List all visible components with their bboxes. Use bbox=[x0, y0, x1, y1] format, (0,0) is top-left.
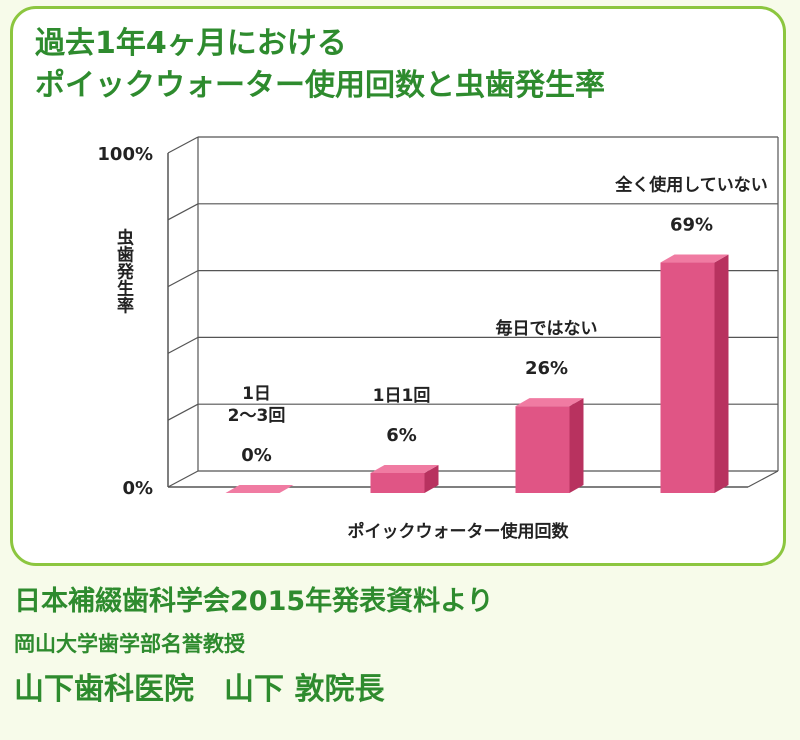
category-label: 1日 bbox=[242, 384, 271, 404]
chart-panel: 過去1年4ヶ月における ポイックウォーター使用回数と虫歯発生率 0% 100% 虫歯… bbox=[10, 6, 786, 566]
data-label: 69% bbox=[670, 215, 713, 236]
bar-top bbox=[225, 485, 294, 493]
y-tick-label: 100% bbox=[97, 144, 153, 165]
title-line-1: 過去1年4ヶ月における bbox=[35, 26, 347, 61]
source-text: 日本補綴歯科学会2015年発表資料より bbox=[14, 586, 494, 617]
bar-top bbox=[515, 398, 584, 407]
floor-edge bbox=[747, 470, 779, 488]
data-label: 0% bbox=[241, 445, 272, 466]
bar-side bbox=[569, 398, 584, 493]
chart-title: 過去1年4ヶ月における ポイックウォーター使用回数と虫歯発生率 bbox=[35, 23, 605, 107]
x-axis-label: ポイックウォーター使用回数 bbox=[348, 521, 570, 542]
data-label: 26% bbox=[525, 358, 568, 379]
y-tick-label: 0% bbox=[122, 478, 153, 499]
category-label: 毎日ではない bbox=[496, 318, 598, 339]
gridline-side bbox=[167, 136, 199, 154]
data-label: 6% bbox=[386, 425, 417, 446]
gridline-side bbox=[167, 270, 199, 288]
bar-side bbox=[424, 464, 439, 493]
affiliation-text: 岡山大学歯学部名誉教授 bbox=[14, 632, 245, 656]
bar bbox=[515, 406, 570, 493]
gridline-side bbox=[167, 403, 199, 421]
gridline-side bbox=[167, 336, 199, 354]
gridline-side bbox=[167, 203, 199, 221]
category-label: 1日1回 bbox=[373, 386, 431, 406]
category-label: 2〜3回 bbox=[228, 406, 286, 426]
bar bbox=[370, 472, 425, 493]
credits: 日本補綴歯科学会2015年発表資料より 岡山大学歯学部名誉教授 山下歯科医院 山… bbox=[14, 580, 494, 716]
title-line-2: ポイックウォーター使用回数と虫歯発生率 bbox=[35, 68, 605, 103]
y-axis-label: 虫歯発生率 bbox=[113, 227, 135, 314]
bar-top bbox=[660, 254, 729, 263]
clinic-text: 山下歯科医院 山下 敦院長 bbox=[14, 672, 385, 707]
bar bbox=[660, 262, 715, 493]
gridline-side bbox=[167, 470, 199, 488]
bar-top bbox=[370, 464, 439, 473]
bar-side bbox=[714, 254, 729, 493]
category-label: 全く使用していない bbox=[614, 175, 768, 196]
